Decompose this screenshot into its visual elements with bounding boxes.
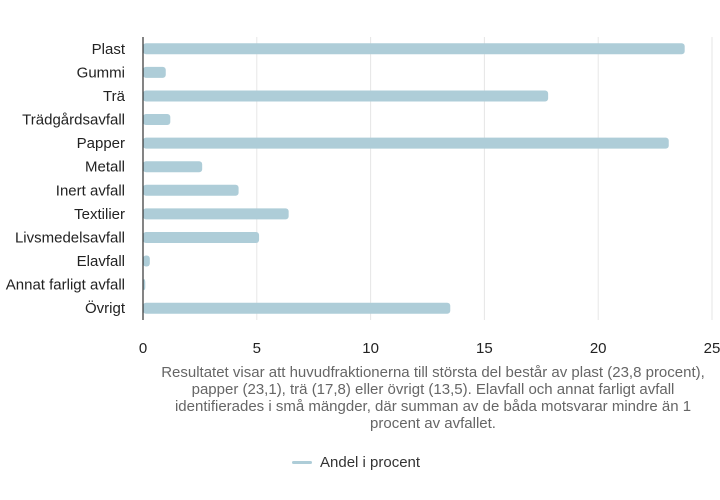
x-tick-label: 0 [139, 340, 147, 357]
x-tick-label: 5 [253, 340, 261, 357]
category-label: Elavfall [77, 253, 125, 270]
legend: Andel i procent [292, 454, 420, 471]
category-label: Trädgårdsavfall [22, 112, 125, 129]
chart-caption: Resultatet visar att huvudfraktionerna t… [161, 364, 705, 432]
category-labels: Plast Gummi Trä Trädgårdsavfall Papper Metall… [6, 41, 126, 317]
category-label: Livsmedelsavfall [15, 229, 125, 246]
bars [143, 43, 685, 314]
x-tick-label: 10 [362, 340, 379, 357]
x-tick-label: 25 [704, 340, 720, 357]
x-tick-label: 20 [590, 340, 607, 357]
category-label: Annat farligt avfall [6, 277, 125, 294]
bar [143, 161, 203, 173]
grid-lines [256, 37, 713, 320]
category-label: Övrigt [85, 299, 126, 317]
category-label: Inert avfall [56, 182, 125, 199]
bar [143, 302, 451, 314]
bar [143, 90, 549, 102]
bar [143, 231, 260, 243]
bar [143, 66, 166, 78]
category-label: Papper [77, 135, 125, 152]
bar [143, 255, 150, 267]
category-label: Textilier [74, 206, 125, 223]
bar-chart: Plast Gummi Trä Trädgårdsavfall Papper Metall… [6, 37, 720, 357]
bar [143, 114, 171, 126]
legend-label: Andel i procent [320, 454, 421, 471]
category-label: Gummi [77, 64, 125, 81]
legend-swatch [292, 461, 312, 464]
bar [143, 137, 669, 149]
category-label: Metall [85, 159, 125, 176]
category-label: Plast [92, 41, 126, 58]
bar [143, 208, 289, 220]
bar [143, 43, 685, 55]
x-tick-label: 15 [476, 340, 493, 357]
bar [143, 184, 239, 196]
category-label: Trä [103, 88, 126, 105]
x-tick-labels: 0 5 10 15 20 25 [139, 340, 720, 357]
